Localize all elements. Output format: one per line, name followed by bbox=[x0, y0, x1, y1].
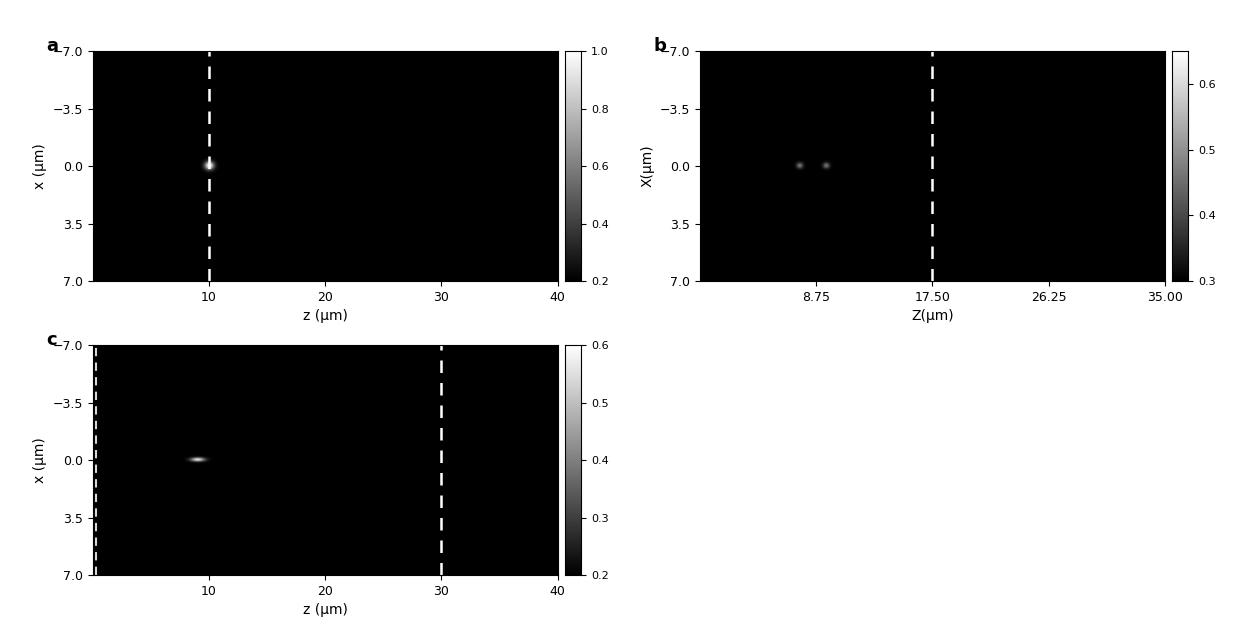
X-axis label: z (μm): z (μm) bbox=[302, 309, 348, 323]
Text: a: a bbox=[46, 37, 58, 56]
X-axis label: z (μm): z (μm) bbox=[302, 603, 348, 617]
Y-axis label: X(μm): X(μm) bbox=[641, 145, 654, 187]
Text: b: b bbox=[654, 37, 667, 56]
Text: c: c bbox=[46, 331, 57, 350]
X-axis label: Z(μm): Z(μm) bbox=[911, 309, 954, 323]
Y-axis label: x (μm): x (μm) bbox=[33, 437, 47, 483]
Y-axis label: x (μm): x (μm) bbox=[33, 143, 47, 189]
